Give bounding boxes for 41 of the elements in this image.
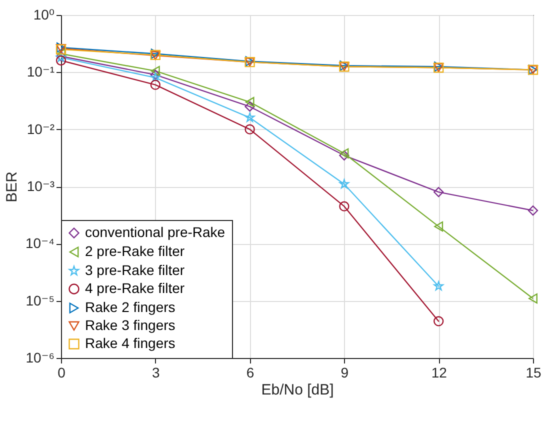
legend-label: Rake 2 fingers [85,299,176,315]
x-axis-title: Eb/No [dB] [261,382,334,398]
x-tick-label: 15 [526,364,542,380]
point [150,80,160,90]
point [340,148,349,158]
point [339,150,350,160]
y-tick-label: 10⁻⁴ [26,235,54,252]
point [244,112,255,122]
x-tick-label: 12 [431,364,448,380]
point [244,124,255,134]
legend-label: Rake 3 fingers [85,317,176,333]
y-tick-label: 10⁻¹ [26,64,55,80]
y-tick-label: 10⁻² [26,120,55,137]
point [339,201,350,212]
point [150,70,160,80]
point [434,281,444,290]
y-axis-title: BER [4,171,21,202]
point [434,221,444,232]
x-tick-label: 3 [152,364,160,380]
x-tick-label: 0 [58,364,66,380]
legend-label: 4 pre-Rake filter [85,280,185,296]
point [434,186,444,198]
legend-label: 3 pre-Rake filter [85,262,185,278]
y-tick-label: 10⁻⁵ [26,292,54,308]
point [150,66,160,76]
y-tick-label: 10⁰ [33,6,55,22]
legend-label: 2 pre-Rake filter [85,243,185,259]
point [339,179,350,188]
point [150,72,160,82]
point [56,55,66,66]
y-tick-label: 10⁻⁶ [26,350,54,366]
point [528,293,538,304]
x-tick-label: 6 [246,364,254,380]
point [528,205,538,216]
legend-label: Rake 4 fingers [85,335,176,351]
point [434,316,444,326]
point [244,102,255,112]
y-tick-label: 10⁻³ [26,178,55,194]
x-tick-label: 9 [340,364,349,380]
legend-label: conventional pre-Rake [85,224,226,240]
point [245,96,254,108]
